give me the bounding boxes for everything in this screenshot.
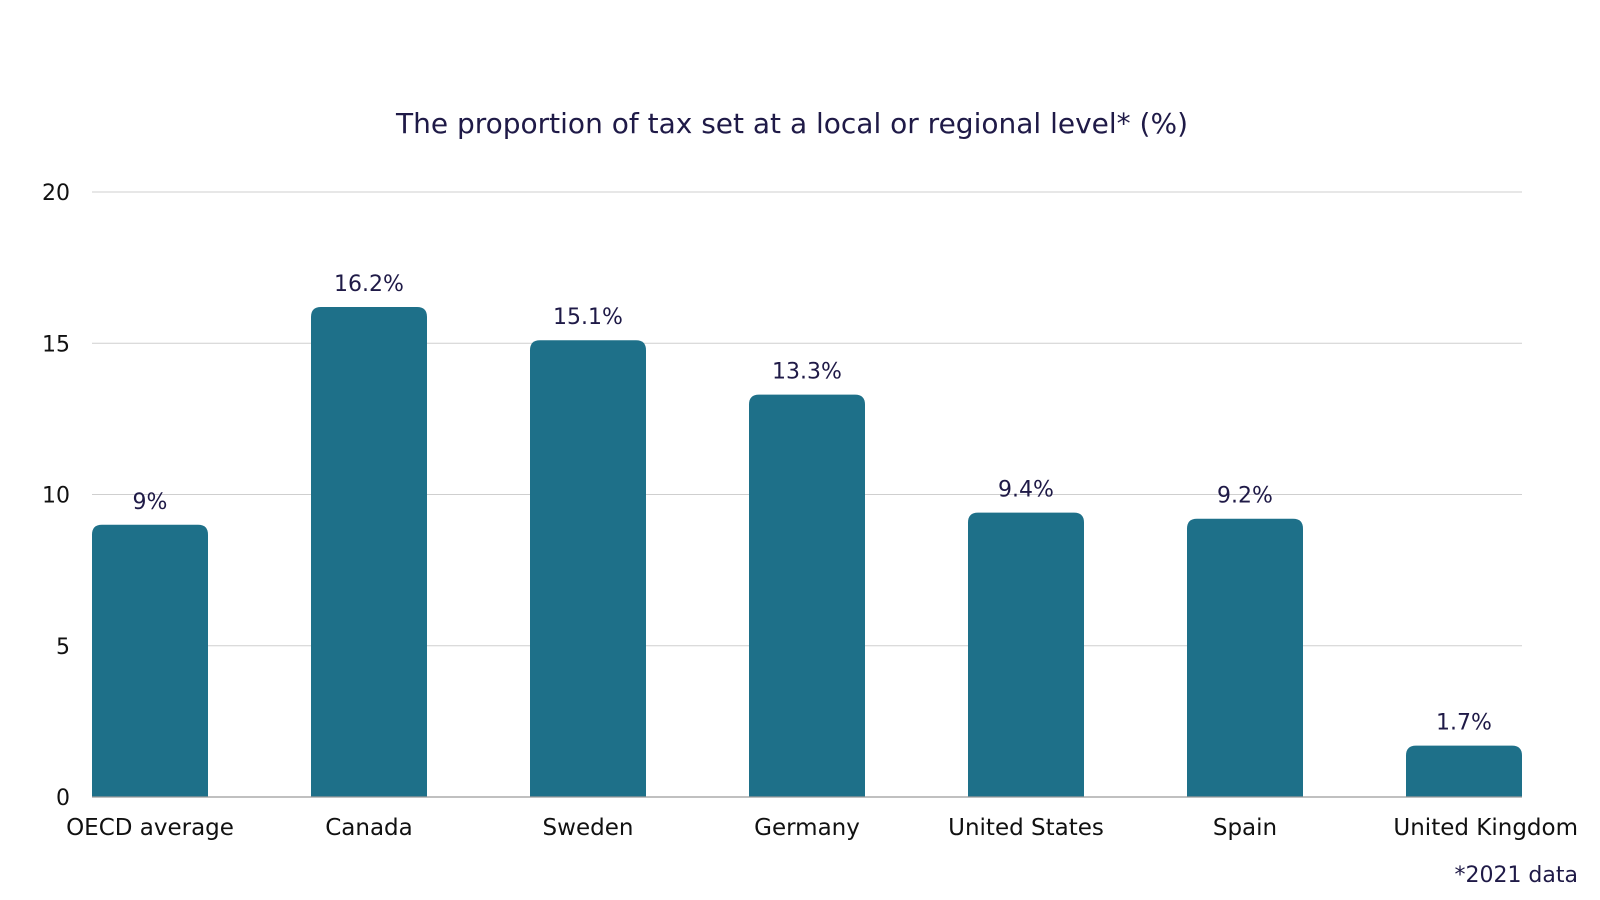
bar bbox=[968, 512, 1084, 797]
x-axis-ticks: OECD average Canada Sweden Germany United St… bbox=[66, 815, 1578, 841]
bar bbox=[1187, 518, 1303, 797]
data-label: 9.4% bbox=[998, 478, 1054, 503]
x-tick-label: Sweden bbox=[543, 815, 634, 841]
y-axis-ticks: 0 5 10 15 20 bbox=[42, 181, 70, 811]
bar bbox=[1406, 745, 1522, 797]
data-label: 9.2% bbox=[1217, 484, 1273, 509]
data-label: 15.1% bbox=[553, 305, 623, 330]
x-tick-label: United States bbox=[948, 815, 1104, 841]
data-label: 13.3% bbox=[772, 360, 842, 385]
y-tick-label: 0 bbox=[56, 786, 70, 811]
data-label: 9% bbox=[133, 490, 168, 515]
x-tick-label: Spain bbox=[1213, 815, 1277, 841]
bars bbox=[92, 306, 1522, 797]
y-tick-label: 5 bbox=[56, 635, 70, 660]
footnote: *2021 data bbox=[1454, 863, 1578, 888]
x-tick-label: Canada bbox=[325, 815, 413, 841]
data-labels: 9% 16.2% 15.1% 13.3% 9.4% 9.2% 1.7% bbox=[133, 272, 1492, 736]
chart-title: The proportion of tax set at a local or … bbox=[395, 107, 1188, 140]
x-tick-label: OECD average bbox=[66, 815, 234, 841]
bar bbox=[749, 394, 865, 797]
x-tick-label: United Kingdom bbox=[1393, 815, 1578, 841]
bar bbox=[311, 306, 427, 797]
y-tick-label: 15 bbox=[42, 332, 70, 357]
x-tick-label: Germany bbox=[754, 815, 860, 841]
data-label: 16.2% bbox=[334, 272, 404, 297]
bar bbox=[530, 340, 646, 797]
bar bbox=[92, 524, 208, 797]
y-tick-label: 20 bbox=[42, 181, 70, 206]
y-tick-label: 10 bbox=[42, 484, 70, 509]
data-label: 1.7% bbox=[1436, 711, 1492, 736]
